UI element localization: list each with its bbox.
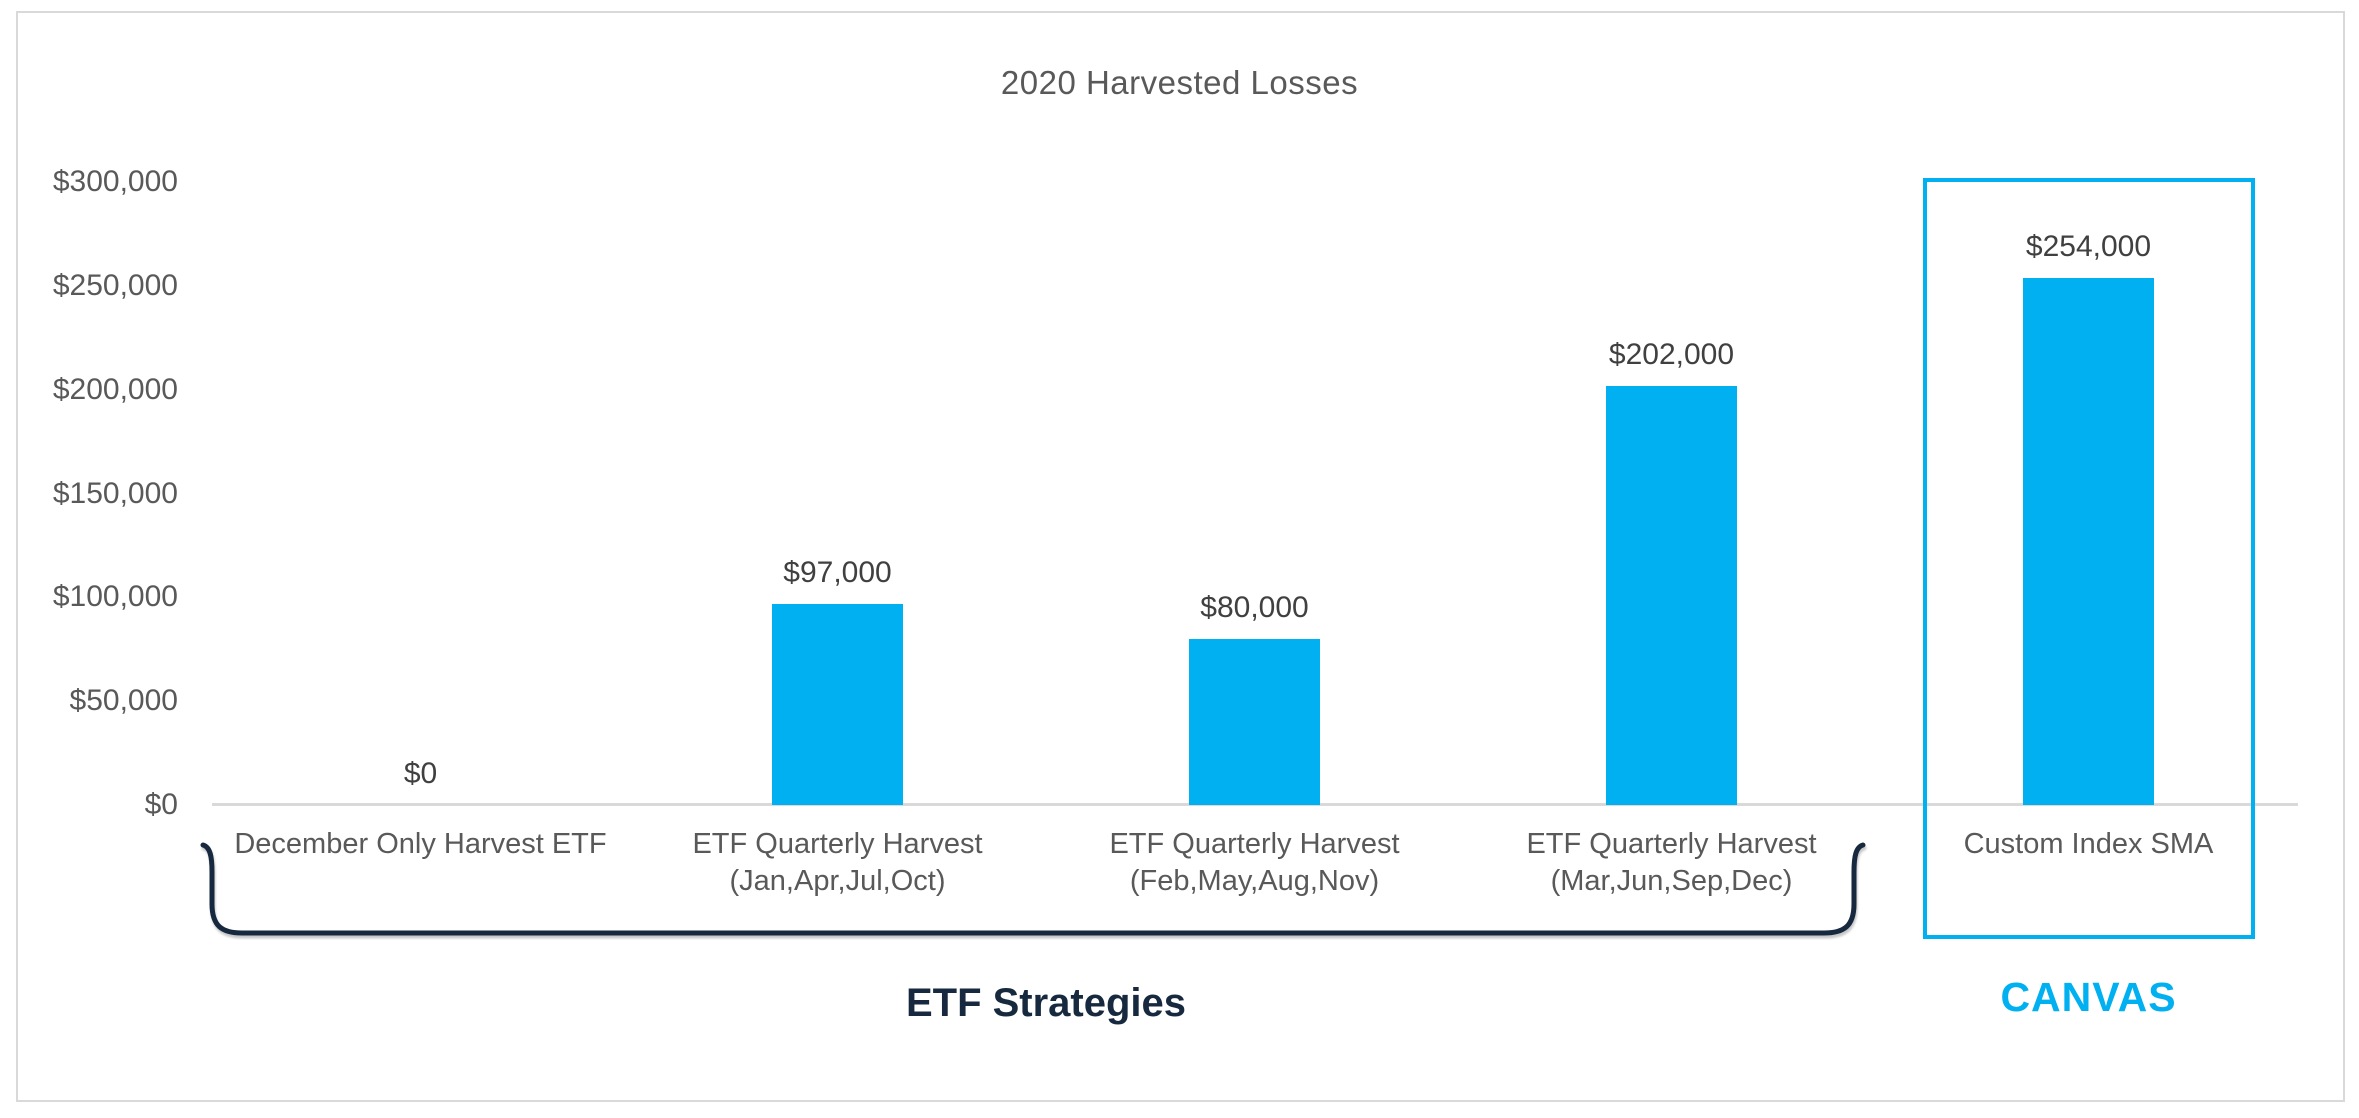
- bar: [2023, 277, 2154, 805]
- bar: [1606, 385, 1737, 805]
- category-label-line: December Only Harvest ETF: [234, 828, 607, 860]
- bar-value-label: $254,000: [2025, 229, 2152, 263]
- bar-value-label: $80,000: [1200, 590, 1309, 624]
- chart-frame: [16, 11, 2345, 1102]
- etf-strategies-brace: [200, 842, 1866, 936]
- y-axis-tick-label: $300,000: [52, 165, 178, 198]
- chart-title: 2020 Harvested Losses: [1000, 64, 1359, 101]
- category-label: ETF Quarterly Harvest (Feb,May,Aug,Nov): [1046, 826, 1463, 900]
- bar-value-label: $0: [403, 757, 438, 790]
- y-axis-tick-label: $0: [144, 788, 178, 821]
- category-label: ETF Quarterly Harvest (Jan,Apr,Jul,Oct): [629, 826, 1046, 900]
- category-label: ETF Quarterly Harvest (Mar,Jun,Sep,Dec): [1463, 826, 1880, 900]
- bar: [772, 603, 903, 805]
- y-axis-tick-label: $50,000: [69, 684, 178, 718]
- bar-value-label: $97,000: [783, 555, 892, 589]
- y-axis-tick-label: $100,000: [52, 580, 178, 614]
- category-label-line: ETF Quarterly Harvest: [1526, 828, 1817, 860]
- bar: [1189, 638, 1320, 805]
- category-label-line: ETF Quarterly Harvest: [1109, 828, 1400, 860]
- category-label-line: (Jan,Apr,Jul,Oct): [729, 865, 946, 897]
- y-axis-tick-label: $200,000: [52, 372, 178, 406]
- category-label-line: (Feb,May,Aug,Nov): [1129, 865, 1380, 897]
- canvas-highlight-box: [1922, 178, 2255, 939]
- category-label-line: Custom Index SMA: [1963, 828, 2214, 860]
- bar-value-label: $202,000: [1608, 337, 1735, 371]
- category-label-line: (Mar,Jun,Sep,Dec): [1550, 865, 1793, 897]
- etf-strategies-label: ETF Strategies: [905, 981, 1187, 1025]
- y-axis-tick-label: $250,000: [52, 268, 178, 302]
- canvas-label: CANVAS: [2000, 974, 2177, 1020]
- category-label: Custom Index SMA: [1880, 826, 2297, 863]
- category-label-line: ETF Quarterly Harvest: [692, 828, 983, 860]
- y-axis-tick-label: $150,000: [52, 476, 178, 510]
- category-label: December Only Harvest ETF: [212, 826, 629, 863]
